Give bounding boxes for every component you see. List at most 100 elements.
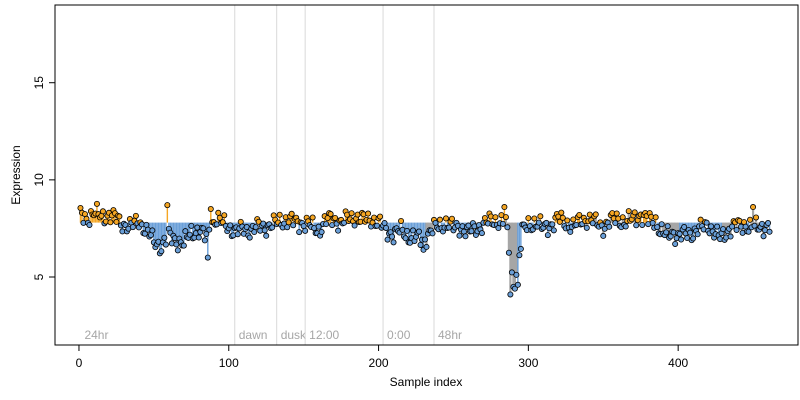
data-point	[652, 214, 659, 221]
region-label: dawn	[239, 328, 268, 342]
data-point	[174, 247, 181, 254]
data-point	[690, 235, 697, 242]
data-point	[745, 228, 752, 235]
data-point	[544, 232, 551, 239]
data-point	[318, 229, 325, 236]
data-point	[263, 232, 270, 239]
data-point	[517, 245, 524, 252]
data-point	[377, 213, 384, 220]
data-point	[182, 228, 189, 235]
data-point	[549, 221, 556, 228]
data-point	[402, 235, 409, 242]
data-point	[200, 225, 207, 232]
data-point	[390, 239, 397, 246]
data-point	[478, 230, 485, 237]
data-point	[513, 271, 520, 278]
data-point	[639, 221, 646, 228]
data-point	[495, 225, 502, 232]
y-tick-label: 10	[32, 173, 46, 187]
data-point	[625, 208, 632, 215]
data-point	[613, 210, 620, 217]
data-point	[564, 217, 571, 224]
y-axis-title: Expression	[9, 145, 23, 204]
data-point	[351, 222, 358, 229]
data-point	[107, 219, 114, 226]
data-point	[465, 222, 472, 229]
data-point	[583, 224, 590, 231]
data-point	[681, 224, 688, 231]
data-point	[703, 219, 710, 226]
data-point	[612, 220, 619, 227]
data-point	[398, 217, 405, 224]
data-point	[619, 214, 626, 221]
data-point	[365, 210, 372, 217]
data-point	[516, 252, 523, 259]
data-point	[592, 211, 599, 218]
data-point	[143, 221, 150, 228]
data-point	[622, 223, 629, 230]
data-point	[429, 230, 436, 237]
data-point	[206, 226, 213, 233]
data-point	[113, 218, 120, 225]
data-point	[141, 230, 148, 237]
data-point	[505, 249, 512, 256]
data-point	[284, 224, 291, 231]
data-point	[203, 230, 210, 237]
data-point	[227, 222, 234, 229]
data-point	[556, 218, 563, 225]
plot-frame	[54, 4, 799, 346]
data-point	[727, 233, 734, 240]
data-point	[559, 214, 566, 221]
data-point	[234, 231, 241, 238]
data-point	[252, 224, 259, 231]
region-label: 48hr	[438, 328, 462, 342]
data-point	[445, 224, 452, 231]
data-point	[631, 209, 638, 216]
data-point	[567, 228, 574, 235]
data-point	[535, 219, 542, 226]
data-point	[733, 226, 740, 233]
data-point	[158, 248, 165, 255]
data-point	[501, 204, 508, 211]
data-point	[766, 228, 773, 235]
data-point	[751, 222, 758, 229]
data-point	[664, 223, 671, 230]
data-point	[649, 219, 656, 226]
data-point	[658, 221, 665, 228]
data-point	[537, 213, 544, 220]
data-point	[269, 224, 276, 231]
data-point	[335, 227, 342, 234]
data-point	[502, 214, 509, 221]
x-tick-label: 400	[668, 356, 688, 370]
x-tick-label: 0	[76, 356, 83, 370]
data-point	[164, 202, 171, 209]
data-point	[417, 241, 424, 248]
data-point	[327, 211, 334, 218]
data-point	[309, 214, 316, 221]
data-point	[383, 224, 390, 231]
data-point	[729, 223, 736, 230]
data-point	[570, 216, 577, 223]
data-point	[760, 233, 767, 240]
data-point	[180, 242, 187, 249]
data-point	[381, 220, 388, 227]
data-point	[195, 234, 202, 241]
data-point	[508, 269, 515, 276]
region-label: 24hr	[84, 328, 108, 342]
data-point	[633, 222, 640, 229]
data-point	[296, 229, 303, 236]
x-tick-label: 300	[518, 356, 538, 370]
data-point	[525, 215, 532, 222]
data-point	[765, 220, 772, 227]
data-point	[462, 233, 469, 240]
data-point	[348, 210, 355, 217]
data-point	[99, 208, 106, 215]
region-label: 0:00	[387, 328, 411, 342]
data-point	[448, 215, 455, 222]
data-point	[558, 209, 565, 216]
data-point	[694, 231, 701, 238]
data-point	[514, 281, 521, 288]
data-point	[315, 223, 322, 230]
data-point	[161, 234, 168, 241]
data-point	[678, 236, 685, 243]
